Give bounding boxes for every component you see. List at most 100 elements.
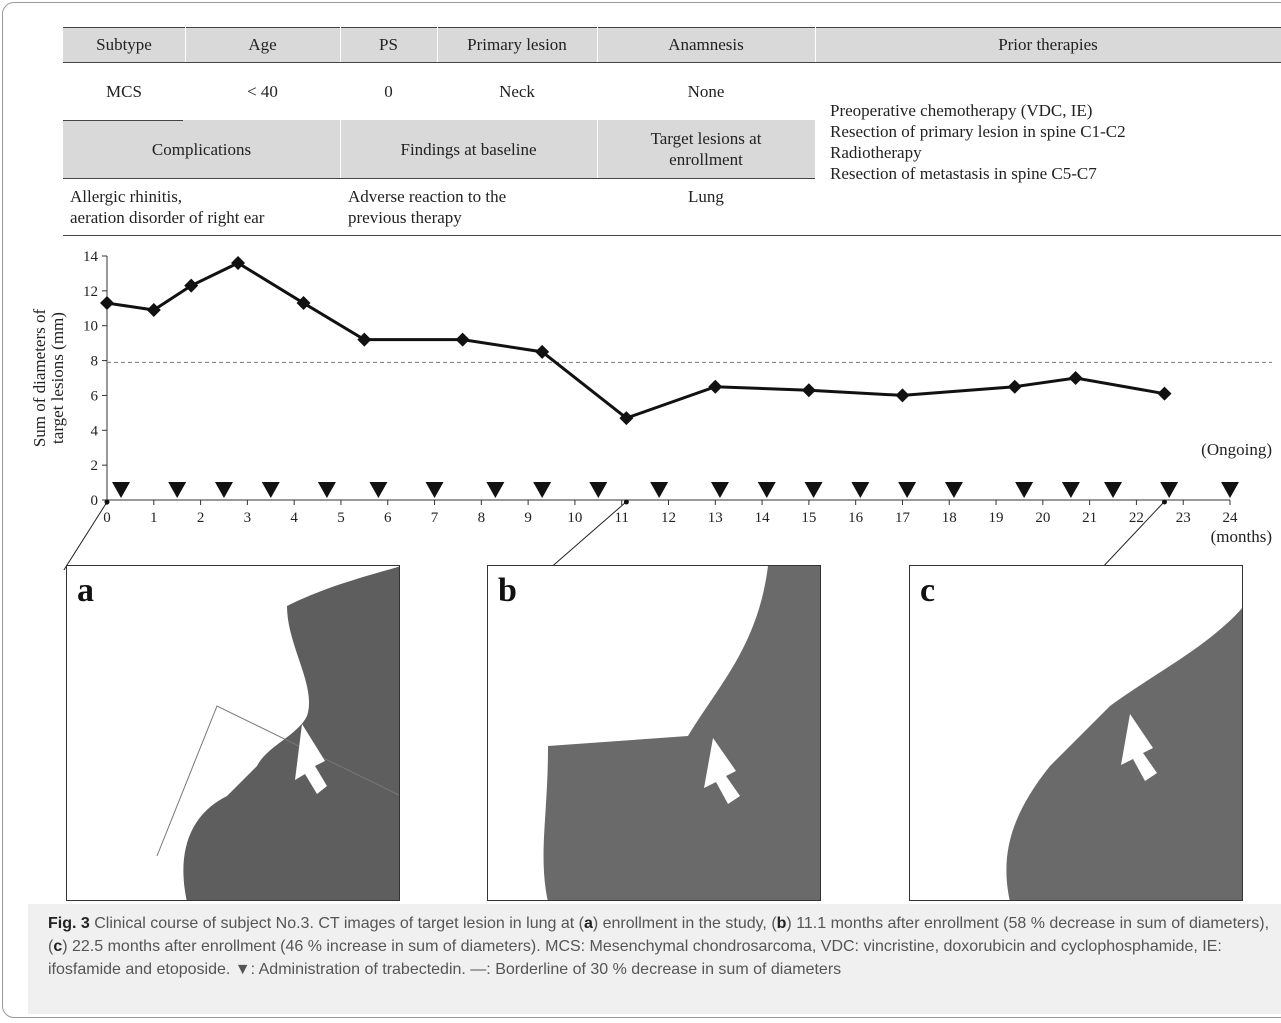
x-tick-label: 18 [942, 510, 957, 526]
x-tick-label: 7 [431, 510, 439, 526]
caption: Fig. 3 Clinical course of subject No.3. … [28, 904, 1281, 1014]
point [100, 296, 114, 310]
x-tick-label: 20 [1035, 510, 1050, 526]
td: Neck [437, 62, 597, 120]
point [1069, 371, 1083, 385]
ct-image [910, 566, 1243, 901]
th: Findings at baseline [340, 120, 597, 178]
th: Target lesions at enrollment [597, 120, 815, 178]
ct-image [488, 566, 821, 901]
x-tick-label: 5 [337, 510, 345, 526]
x-tick-label: 1 [150, 510, 158, 526]
dosing-marker [1062, 482, 1080, 498]
panel-label: b [498, 572, 517, 610]
x-tick-label: 13 [708, 510, 723, 526]
th: Anamnesis [597, 27, 815, 62]
leader [62, 502, 107, 570]
point [357, 333, 371, 347]
caption-label: Fig. 3 [48, 915, 90, 932]
x-tick-label: 6 [384, 510, 392, 526]
th: Subtype [63, 27, 185, 62]
td-line: aeration disorder of right ear [70, 207, 264, 228]
td-line: Adverse reaction to the [348, 186, 506, 207]
prior-therapies: Preoperative chemotherapy (VDC, IE) Rese… [830, 100, 1280, 200]
caption-text: a [584, 915, 593, 932]
x-tick-label: 16 [848, 510, 864, 526]
annotation: (Ongoing) [1201, 440, 1272, 459]
caption-text: c [53, 938, 62, 955]
dosing-marker [650, 482, 668, 498]
ct-image [67, 566, 400, 901]
x-tick-label: 15 [801, 510, 816, 526]
td-line: Resection of primary lesion in spine C1-… [830, 121, 1126, 142]
y-tick-label: 4 [91, 423, 99, 439]
x-tick-label: 14 [755, 510, 771, 526]
x-tick-label: 12 [661, 510, 676, 526]
td: Lung [597, 182, 815, 210]
dosing-marker [1104, 482, 1122, 498]
ct-panel: c [909, 565, 1243, 901]
x-tick-label: 11 [614, 510, 628, 526]
th: PS [340, 27, 437, 62]
dosing-marker [426, 482, 444, 498]
dosing-marker [711, 482, 729, 498]
td-line: Resection of metastasis in spine C5-C7 [830, 163, 1097, 184]
caption-text: ) 22.5 months after enrollment (46 % inc… [48, 938, 1222, 978]
dosing-marker [805, 482, 823, 498]
y-tick-label: 12 [83, 284, 98, 300]
dosing-marker [851, 482, 869, 498]
point [708, 380, 722, 394]
x-tick-label: 3 [244, 510, 252, 526]
x-tick-label: 23 [1176, 510, 1191, 526]
dosing-marker [533, 482, 551, 498]
point [297, 296, 311, 310]
th: Prior therapies [815, 27, 1281, 62]
dosing-marker [1160, 482, 1178, 498]
dosing-marker [369, 482, 387, 498]
td: None [597, 62, 815, 120]
dosing-marker [589, 482, 607, 498]
ct-panel: b [487, 565, 821, 901]
dosing-marker [486, 482, 504, 498]
td: Adverse reaction to the previous therapy [348, 182, 597, 232]
td: MCS [63, 62, 185, 120]
x-tick-label: 9 [524, 510, 532, 526]
dosing-marker [262, 482, 280, 498]
y-tick-label: 2 [91, 458, 99, 474]
td-line: Preoperative chemotherapy (VDC, IE) [830, 100, 1092, 121]
dosing-marker [945, 482, 963, 498]
dosing-marker [215, 482, 233, 498]
dosing-marker [1221, 482, 1239, 498]
td-line: Radiotherapy [830, 142, 922, 163]
y-tick-label: 6 [91, 388, 99, 404]
th: Complications [63, 120, 340, 178]
x-tick-label: 21 [1082, 510, 1097, 526]
x-tick-label: 10 [567, 510, 582, 526]
leader-dot [1162, 500, 1167, 505]
x-tick-label: 2 [197, 510, 205, 526]
x-tick-label: 22 [1129, 510, 1144, 526]
point [895, 388, 909, 402]
y-tick-label: 14 [83, 249, 99, 265]
chart: 0246810121401234567891011121314151617181… [0, 240, 1281, 570]
x-tick-label: 24 [1223, 510, 1239, 526]
caption-text: b [777, 915, 787, 932]
dosing-marker [898, 482, 916, 498]
point [1008, 380, 1022, 394]
x-unit: (months) [1211, 527, 1272, 546]
caption-text: ) enrollment in the study, ( [593, 915, 777, 932]
y-tick-label: 10 [83, 319, 98, 335]
dosing-marker [112, 482, 130, 498]
panel-label: c [920, 572, 935, 610]
td: 0 [340, 62, 437, 120]
leader-dot [105, 500, 110, 505]
th: Age [185, 27, 340, 62]
panel-label: a [77, 572, 94, 610]
caption-text: Clinical course of subject No.3. CT imag… [90, 915, 584, 932]
page: Subtype Age PS Primary lesion Anamnesis … [0, 0, 1281, 1023]
x-tick-label: 17 [895, 510, 911, 526]
y-axis-label: Sum of diameters of [30, 309, 49, 448]
td-line: previous therapy [348, 207, 462, 228]
series-line [107, 263, 1164, 418]
leader-dot [624, 500, 629, 505]
